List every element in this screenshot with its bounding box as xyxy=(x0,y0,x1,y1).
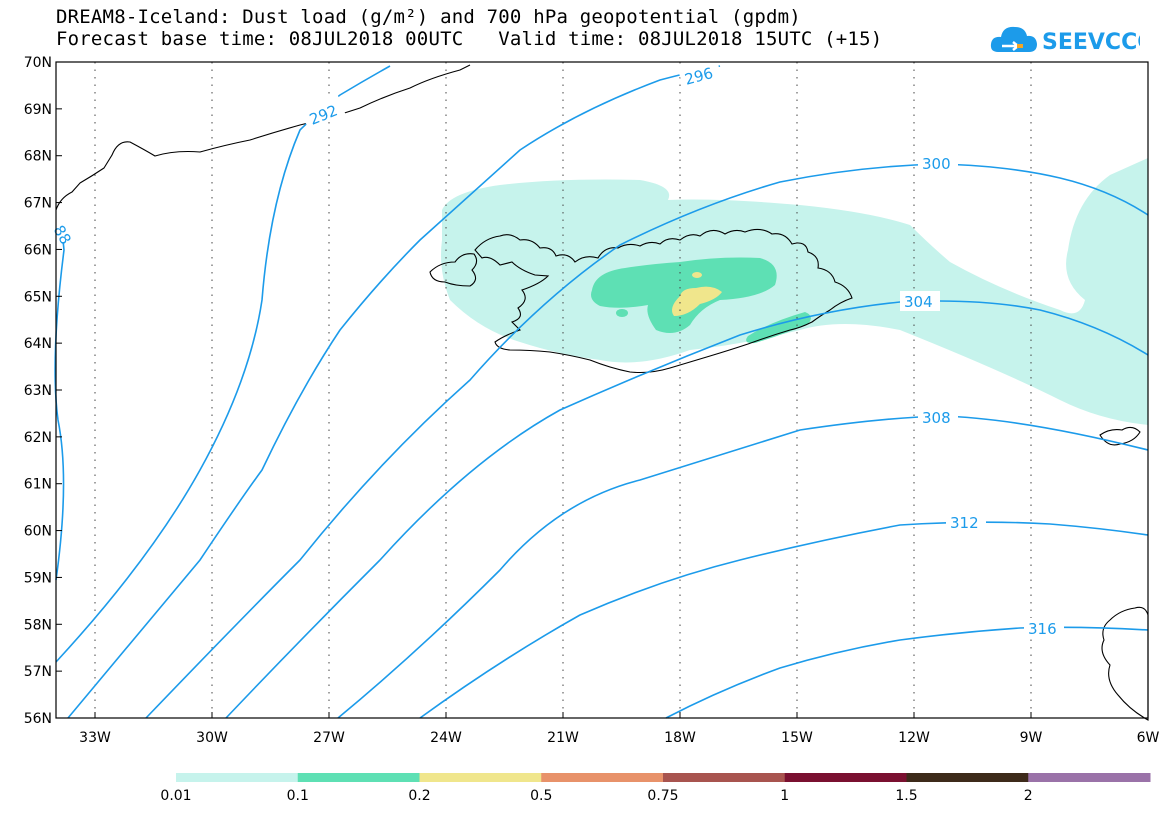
lat-label-59n: 59N xyxy=(24,570,52,586)
map-frame xyxy=(55,61,1149,719)
lon-label-18w: 18W xyxy=(664,730,696,746)
contour-296 xyxy=(67,65,721,719)
greenland-coastline xyxy=(55,64,471,211)
colorbar-swatch xyxy=(297,773,420,782)
lon-label-15w: 15W xyxy=(781,730,813,746)
lon-label-27w: 27W xyxy=(313,730,345,746)
westfjords-coastline xyxy=(429,253,478,287)
scotland-coastline xyxy=(1101,606,1149,721)
lon-label-12w: 12W xyxy=(898,730,930,746)
lat-label-60n: 60N xyxy=(24,524,52,540)
lat-label-65n: 65N xyxy=(24,289,52,305)
contour-312 xyxy=(419,521,1149,719)
lat-label-64n: 64N xyxy=(24,336,52,352)
colorbar-swatch xyxy=(906,773,1029,782)
cloud-icon xyxy=(990,26,1037,52)
contour-label-308: 308 xyxy=(922,409,951,427)
contour-88 xyxy=(54,229,65,581)
lon-label-33w: 33W xyxy=(79,730,111,746)
colorbar-swatch xyxy=(541,773,664,782)
contour-label-312: 312 xyxy=(950,514,979,532)
lat-label-58n: 58N xyxy=(24,617,52,633)
lon-label-24w: 24W xyxy=(430,730,462,746)
latitude-labels: 70N 69N 68N 67N 66N 65N 64N 63N 62N 61N 60N 59N 58N 5… xyxy=(24,55,62,727)
contour-292 xyxy=(55,65,391,663)
lat-label-63n: 63N xyxy=(24,383,52,399)
dust-area-mid-3 xyxy=(616,309,628,317)
lon-label-30w: 30W xyxy=(196,730,228,746)
colorbar-label: 0.5 xyxy=(530,788,552,804)
contour-label-300: 300 xyxy=(922,155,951,173)
contour-308 xyxy=(337,415,1149,719)
lat-label-57n: 57N xyxy=(24,664,52,680)
colorbar-swatch xyxy=(419,773,542,782)
lat-label-62n: 62N xyxy=(24,430,52,446)
dust-area-low xyxy=(441,158,1148,425)
lat-label-56n: 56N xyxy=(24,711,52,727)
lat-label-67n: 67N xyxy=(24,196,52,212)
dust-area-high-2 xyxy=(692,272,702,278)
forecast-times: Forecast base time: 08JUL2018 00UTC Vali… xyxy=(56,28,883,50)
contour-label-304: 304 xyxy=(904,293,933,311)
colorbar-swatch xyxy=(784,773,907,782)
logo-text: SEEVCCC xyxy=(1042,30,1140,55)
colorbar-label: 2 xyxy=(1024,788,1033,804)
lat-label-69n: 69N xyxy=(24,102,52,118)
colorbar-swatch xyxy=(1028,773,1151,782)
graticule xyxy=(94,62,1032,718)
map-panel: 292 296 300 304 308 312 316 88 xyxy=(50,58,1149,721)
longitude-labels: 33W 30W 27W 24W 21W 18W 15W 12W 9W 6W xyxy=(79,712,1160,746)
lon-label-6w: 6W xyxy=(1137,730,1160,746)
lon-label-9w: 9W xyxy=(1020,730,1043,746)
contour-304 xyxy=(225,300,1149,719)
contour-label-316: 316 xyxy=(1028,620,1057,638)
map-title: DREAM8-Iceland: Dust load (g/m²) and 700… xyxy=(56,6,801,28)
colorbar-swatch xyxy=(663,773,786,782)
contour-labels: 292 296 300 304 308 312 316 88 xyxy=(50,58,1064,638)
colorbar-swatch xyxy=(176,773,299,782)
colorbar: 0.01 0.1 0.2 0.5 0.75 1 1.5 2 xyxy=(160,773,1151,804)
colorbar-label: 0.1 xyxy=(287,788,309,804)
colorbar-label: 1 xyxy=(780,788,789,804)
colorbar-label: 1.5 xyxy=(895,788,917,804)
dust-area-high xyxy=(672,286,722,316)
colorbar-label: 0.75 xyxy=(647,788,678,804)
lat-label-61n: 61N xyxy=(24,477,52,493)
lon-label-21w: 21W xyxy=(547,730,579,746)
seevccc-logo: SEEVCCC xyxy=(990,26,1140,55)
lat-label-70n: 70N xyxy=(24,55,52,71)
lat-label-68n: 68N xyxy=(24,149,52,165)
iceland-coastline xyxy=(474,228,853,374)
contour-316 xyxy=(665,626,1149,719)
colorbar-label: 0.2 xyxy=(408,788,430,804)
colorbar-label: 0.01 xyxy=(160,788,191,804)
contour-300 xyxy=(145,163,1149,719)
faroe-coastline xyxy=(1099,426,1141,446)
lat-label-66n: 66N xyxy=(24,242,52,258)
